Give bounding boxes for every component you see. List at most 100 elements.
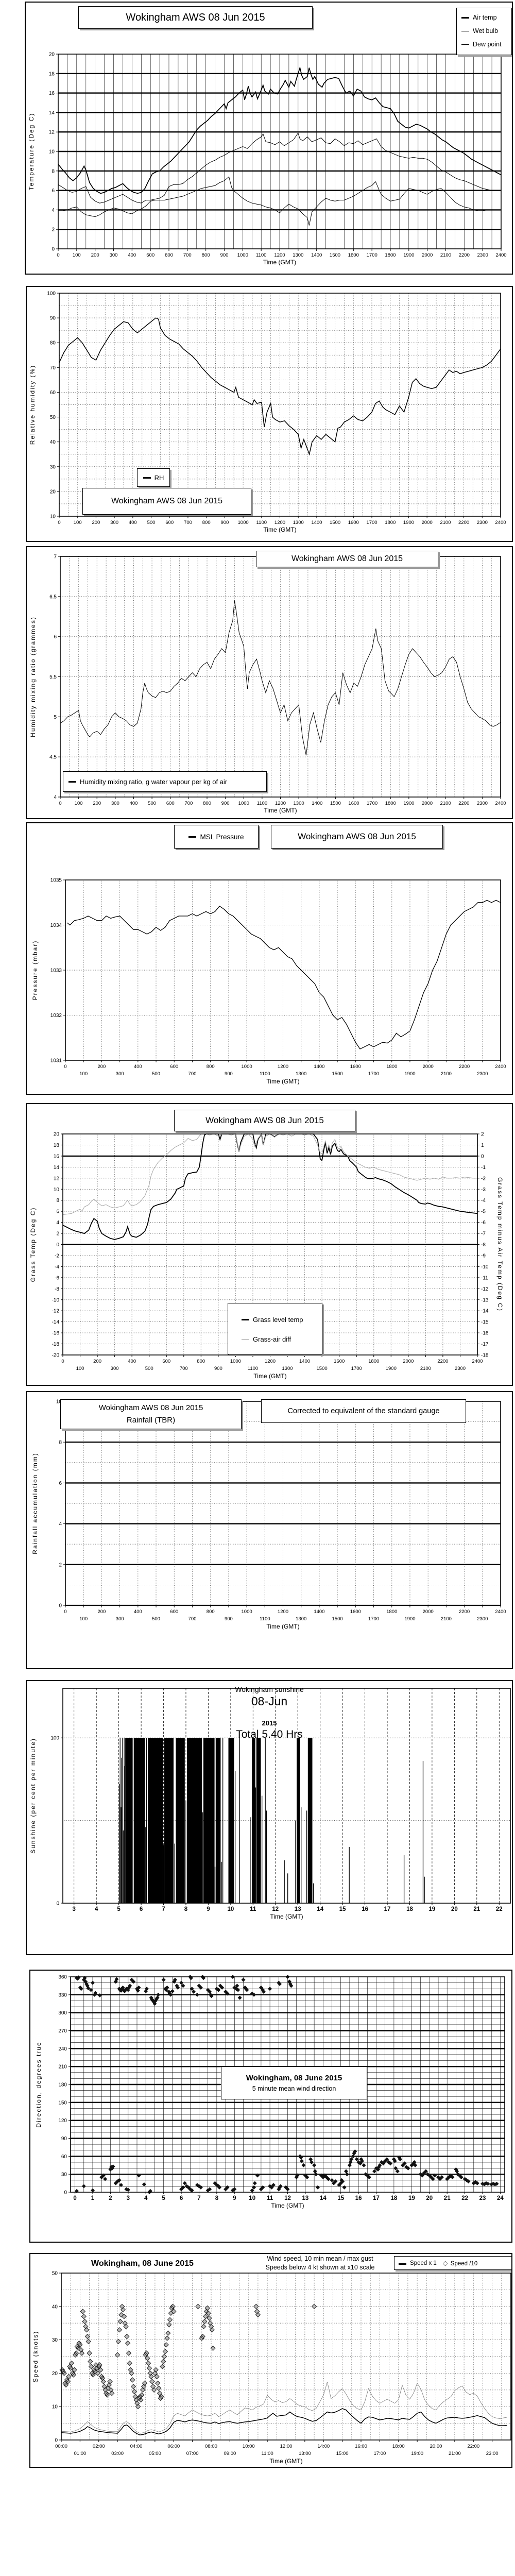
svg-text:6: 6 <box>180 2195 183 2201</box>
svg-text:2300: 2300 <box>477 252 488 258</box>
svg-text:-8: -8 <box>481 1242 486 1248</box>
legend-item: Grass-air diff <box>242 1329 291 1349</box>
svg-text:4: 4 <box>95 1906 98 1912</box>
chart-note-line1: Wind speed, 10 min mean / max gust <box>267 2255 373 2262</box>
svg-text:-14: -14 <box>481 1309 489 1314</box>
svg-text:800: 800 <box>203 801 211 806</box>
svg-text:-16: -16 <box>52 1331 60 1336</box>
svg-text:2200: 2200 <box>459 252 470 258</box>
svg-text:1000: 1000 <box>238 520 249 526</box>
svg-text:700: 700 <box>184 801 193 806</box>
svg-text:18: 18 <box>406 1906 413 1912</box>
svg-text:1035: 1035 <box>50 878 62 884</box>
svg-text:14:00: 14:00 <box>317 2444 330 2449</box>
svg-text:100: 100 <box>73 252 81 258</box>
svg-text:2400: 2400 <box>472 1359 483 1364</box>
legend-label: MSL Pressure <box>200 833 244 841</box>
svg-text:1600: 1600 <box>350 1609 361 1615</box>
svg-text:1900: 1900 <box>404 1616 415 1622</box>
svg-text:16: 16 <box>49 91 55 96</box>
chart-title: Wokingham AWS 08 Jun 2015 <box>256 551 438 567</box>
svg-text:-10: -10 <box>52 1297 60 1303</box>
svg-text:22:00: 22:00 <box>467 2444 479 2449</box>
svg-text:900: 900 <box>220 252 229 258</box>
svg-text:100: 100 <box>50 1736 59 1741</box>
svg-text:800: 800 <box>197 1359 205 1364</box>
svg-text:Time (GMT): Time (GMT) <box>253 1372 286 1380</box>
chart-year: 2015 <box>262 1719 277 1727</box>
svg-text:0: 0 <box>64 1609 66 1615</box>
svg-text:7: 7 <box>162 1906 165 1912</box>
svg-text:700: 700 <box>188 1616 197 1622</box>
svg-text:0: 0 <box>58 520 60 526</box>
svg-text:210: 210 <box>58 2064 67 2070</box>
svg-text:0: 0 <box>64 1064 66 1070</box>
series-10-min-mean-speed <box>61 2408 507 2436</box>
svg-text:Grass Temp minus Air Temp (Deg: Grass Temp minus Air Temp (Deg C) <box>496 1177 504 1312</box>
svg-text:1700: 1700 <box>368 1616 379 1622</box>
svg-text:1700: 1700 <box>367 801 377 806</box>
svg-text:1600: 1600 <box>350 1064 361 1070</box>
svg-text:1400: 1400 <box>312 801 322 806</box>
chart-subtitle: 5 minute mean wind direction <box>252 2085 336 2092</box>
chart-title: Wokingham sunshine <box>235 1685 304 1693</box>
svg-text:30: 30 <box>50 464 56 470</box>
svg-text:1000: 1000 <box>242 1609 252 1615</box>
panel-humidity-mixing-ratio: 0 100 200 300 400 500 600 700 800 900 1000 1100 1200… <box>26 546 513 819</box>
svg-text:5.5: 5.5 <box>49 674 57 680</box>
svg-text:-13: -13 <box>481 1297 489 1303</box>
svg-text:1034: 1034 <box>50 923 62 928</box>
svg-text:1300: 1300 <box>282 1366 293 1371</box>
svg-text:1100: 1100 <box>257 801 267 806</box>
svg-text:19:00: 19:00 <box>411 2451 423 2456</box>
svg-text:1500: 1500 <box>330 520 340 526</box>
svg-text:1400: 1400 <box>314 1609 324 1615</box>
svg-text:1300: 1300 <box>294 801 304 806</box>
panel-wind-speed: 00:00 01:00 02:00 03:00 04:00 05:00 06:00 07:00… <box>29 2253 512 2468</box>
svg-text:2: 2 <box>481 1132 484 1138</box>
svg-text:200: 200 <box>93 1359 101 1364</box>
mixing-ratio-line-swatch <box>68 781 76 783</box>
svg-text:360: 360 <box>58 1975 67 1980</box>
legend-item: ◇ Speed /10 <box>443 2259 477 2267</box>
msl-pressure-chart: 0 100 200 300 400 500 600 700 800 900 1000 1100 1200… <box>31 878 506 1086</box>
svg-text:900: 900 <box>225 1616 233 1622</box>
svg-text:18: 18 <box>49 71 55 77</box>
series-Grass-air-diff <box>62 1133 477 1215</box>
svg-text:14: 14 <box>49 110 55 116</box>
svg-text:4: 4 <box>52 208 55 213</box>
series-wind-direction <box>75 1975 499 2194</box>
svg-text:16: 16 <box>355 2195 362 2201</box>
svg-text:-12: -12 <box>481 1286 489 1292</box>
svg-text:2200: 2200 <box>458 801 469 806</box>
svg-text:04:00: 04:00 <box>130 2444 143 2449</box>
svg-text:06:00: 06:00 <box>167 2444 180 2449</box>
svg-text:270: 270 <box>58 2028 67 2034</box>
chart-title-line2: Rainfall (TBR) <box>126 1416 176 1425</box>
svg-text:400: 400 <box>128 252 136 258</box>
svg-text:100: 100 <box>74 520 82 526</box>
chart-title: Wokingham AWS 08 Jun 2015 <box>271 825 443 849</box>
svg-text:10: 10 <box>228 1906 234 1912</box>
chart-title: Wokingham AWS 08 Jun 2015 <box>174 1110 355 1131</box>
svg-text:1031: 1031 <box>50 1058 62 1064</box>
svg-text:800: 800 <box>202 520 211 526</box>
svg-text:Time (GMT): Time (GMT) <box>269 2458 302 2465</box>
correction-note: Corrected to equivalent of the standard … <box>261 1399 466 1423</box>
svg-text:14: 14 <box>320 2195 327 2201</box>
grass-temp-line-swatch <box>242 1318 249 1320</box>
svg-text:1300: 1300 <box>296 1616 306 1622</box>
svg-text:12: 12 <box>49 130 55 135</box>
svg-text:Time (GMT): Time (GMT) <box>263 259 296 266</box>
svg-text:100: 100 <box>75 801 83 806</box>
svg-text:0: 0 <box>73 2195 76 2201</box>
svg-text:-2: -2 <box>481 1176 486 1181</box>
svg-text:1800: 1800 <box>385 801 396 806</box>
svg-text:4.5: 4.5 <box>49 755 57 760</box>
svg-text:1200: 1200 <box>265 1359 276 1364</box>
svg-text:1800: 1800 <box>385 252 396 258</box>
svg-text:9: 9 <box>207 1906 210 1912</box>
svg-text:180: 180 <box>58 2082 67 2088</box>
svg-text:09:00: 09:00 <box>224 2451 236 2456</box>
svg-text:240: 240 <box>58 2046 67 2052</box>
